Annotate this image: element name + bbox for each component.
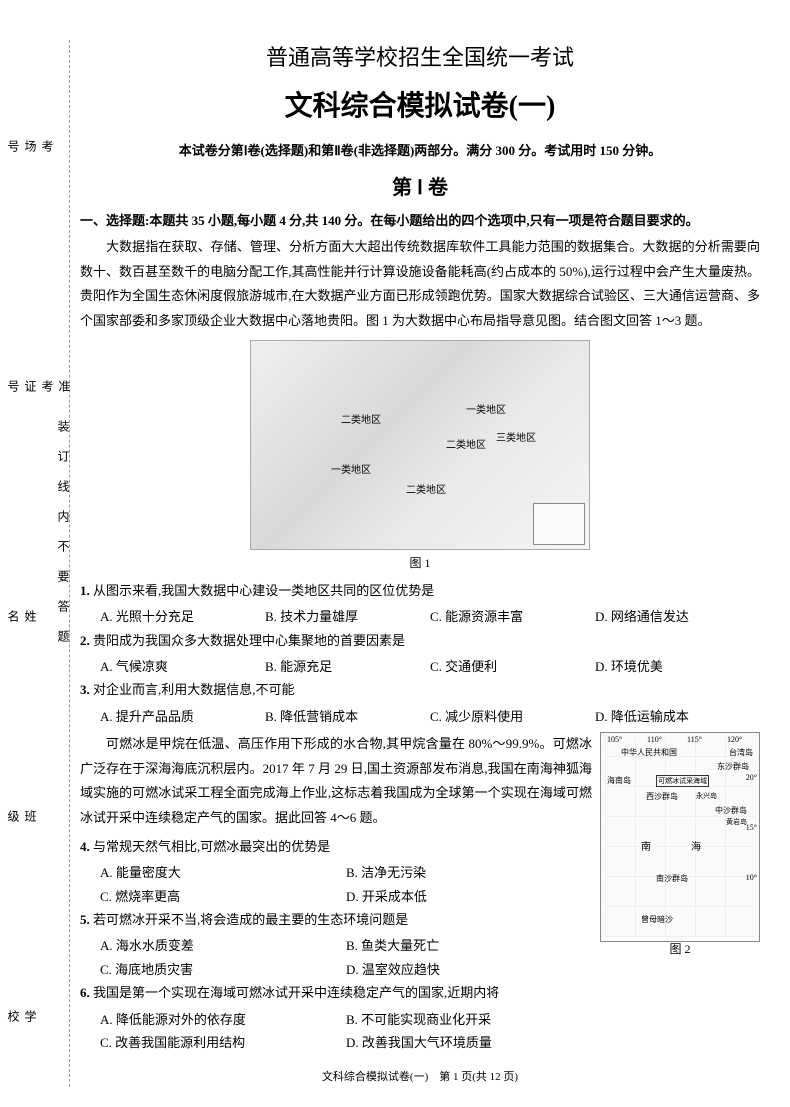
- passage-2: 可燃冰是甲烷在低温、高压作用下形成的水合物,其甲烷含量在 80%～99.9%。可…: [80, 732, 592, 831]
- map2-place: 南沙群岛: [656, 873, 688, 884]
- q4-opt-c: C. 燃烧率更高: [100, 885, 346, 908]
- q3-stem: 对企业而言,利用大数据信息,不可能: [93, 682, 295, 697]
- map2-lat: 15°: [746, 823, 757, 832]
- map2-place: 东沙群岛: [717, 761, 749, 772]
- map-label: 二类地区: [406, 481, 446, 496]
- map2-lon: 115°: [687, 735, 702, 744]
- q1-options: A. 光照十分充足 B. 技术力量雄厚 C. 能源资源丰富 D. 网络通信发达: [80, 605, 760, 628]
- q3-num: 3.: [80, 682, 90, 697]
- q6-opt-c: C. 改善我国能源利用结构: [100, 1031, 346, 1054]
- figure-2-map: 105° 110° 115° 120° 中华人民共和国 台湾岛 东沙群岛 海南岛…: [600, 732, 760, 942]
- q6-num: 6.: [80, 985, 90, 1000]
- map2-place: 西沙群岛: [646, 791, 678, 802]
- q1-opt-d: D. 网络通信发达: [595, 605, 760, 628]
- map2-place: 海南岛: [607, 775, 631, 786]
- q5-opt-d: D. 温室效应趋快: [346, 958, 592, 981]
- label-ticket: 准考证号: [5, 380, 73, 400]
- q1-opt-a: A. 光照十分充足: [100, 605, 265, 628]
- sub-title: 文科综合模拟试卷(一): [80, 84, 760, 124]
- exam-info: 本试卷分第Ⅰ卷(选择题)和第Ⅱ卷(非选择题)两部分。满分 300 分。考试用时 …: [80, 140, 760, 159]
- q2-opt-c: C. 交通便利: [430, 655, 595, 678]
- question-6: 6. 我国是第一个实现在海域可燃冰试开采中连续稳定产气的国家,近期内将: [80, 981, 592, 1004]
- map2-place: 可燃冰试采海域: [656, 775, 709, 787]
- q6-opt-d: D. 改善我国大气环境质量: [346, 1031, 592, 1054]
- q1-num: 1.: [80, 583, 90, 598]
- map2-place: 黄岩岛: [726, 817, 747, 827]
- q5-stem: 若可燃冰开采不当,将会造成的最主要的生态环境问题是: [93, 912, 408, 927]
- map2-lon: 105°: [607, 735, 622, 744]
- q5-opt-c: C. 海底地质灾害: [100, 958, 346, 981]
- volume-title: 第 Ⅰ 卷: [80, 171, 760, 200]
- q2-num: 2.: [80, 633, 90, 648]
- q6-opt-b: B. 不可能实现商业化开采: [346, 1008, 592, 1031]
- q3-opt-a: A. 提升产品品质: [100, 705, 265, 728]
- map2-place: 台湾岛: [729, 747, 753, 758]
- map-label: 三类地区: [496, 429, 536, 444]
- map-label: 二类地区: [341, 411, 381, 426]
- label-examroom: 考场号: [5, 140, 56, 160]
- question-2: 2. 贵阳成为我国众多大数据处理中心集聚地的首要因素是: [80, 629, 760, 652]
- q5-num: 5.: [80, 912, 90, 927]
- q3-opt-d: D. 降低运输成本: [595, 705, 760, 728]
- q4-stem: 与常规天然气相比,可燃冰最突出的优势是: [93, 839, 330, 854]
- passage-2-text: 可燃冰是甲烷在低温、高压作用下形成的水合物,其甲烷含量在 80%～99.9%。可…: [80, 732, 592, 1054]
- q4-opt-b: B. 洁净无污染: [346, 861, 592, 884]
- map-label: 一类地区: [331, 461, 371, 476]
- map2-place: 曾母暗沙: [641, 914, 673, 925]
- map-label: 二类地区: [446, 436, 486, 451]
- map2-place: 中华人民共和国: [621, 747, 677, 758]
- map2-place: 海: [691, 838, 701, 853]
- q4-opt-d: D. 开采成本低: [346, 885, 592, 908]
- q4-options: A. 能量密度大 B. 洁净无污染 C. 燃烧率更高 D. 开采成本低: [80, 861, 592, 908]
- q2-stem: 贵阳成为我国众多大数据处理中心集聚地的首要因素是: [93, 633, 405, 648]
- map2-lat: 20°: [746, 773, 757, 782]
- q1-opt-b: B. 技术力量雄厚: [265, 605, 430, 628]
- q2-opt-d: D. 环境优美: [595, 655, 760, 678]
- q2-opt-a: A. 气候凉爽: [100, 655, 265, 678]
- q3-opt-b: B. 降低营销成本: [265, 705, 430, 728]
- map2-lon: 110°: [647, 735, 662, 744]
- q6-stem: 我国是第一个实现在海域可燃冰试开采中连续稳定产气的国家,近期内将: [93, 985, 499, 1000]
- binding-warning: 装订线内不要答题: [55, 420, 72, 660]
- q6-options: A. 降低能源对外的依存度 B. 不可能实现商业化开采 C. 改善我国能源利用结…: [80, 1008, 592, 1055]
- figure-1-caption: 图 1: [80, 554, 760, 571]
- q5-opt-a: A. 海水水质变差: [100, 934, 346, 957]
- question-3: 3. 对企业而言,利用大数据信息,不可能: [80, 678, 760, 701]
- section-header: 一、选择题:本题共 35 小题,每小题 4 分,共 140 分。在每小题给出的四…: [80, 210, 760, 229]
- map-label: 一类地区: [466, 401, 506, 416]
- figure-2-caption: 图 2: [601, 940, 759, 957]
- q6-opt-a: A. 降低能源对外的依存度: [100, 1008, 346, 1031]
- main-title: 普通高等学校招生全国统一考试: [80, 40, 760, 72]
- map2-place: 中沙群岛: [715, 805, 747, 816]
- map2-place: 永兴岛: [696, 791, 717, 801]
- label-name: 姓名: [5, 610, 39, 630]
- q2-opt-b: B. 能源充足: [265, 655, 430, 678]
- q2-options: A. 气候凉爽 B. 能源充足 C. 交通便利 D. 环境优美: [80, 655, 760, 678]
- question-1: 1. 从图示来看,我国大数据中心建设一类地区共同的区位优势是: [80, 579, 760, 602]
- q5-opt-b: B. 鱼类大量死亡: [346, 934, 592, 957]
- label-school: 学校: [5, 1010, 39, 1030]
- map2-lon: 120°: [727, 735, 742, 744]
- page-footer: 文科综合模拟试卷(一) 第 1 页(共 12 页): [80, 1068, 760, 1084]
- question-5: 5. 若可燃冰开采不当,将会造成的最主要的生态环境问题是: [80, 908, 592, 931]
- map2-lat: 10°: [746, 873, 757, 882]
- q1-opt-c: C. 能源资源丰富: [430, 605, 595, 628]
- q1-stem: 从图示来看,我国大数据中心建设一类地区共同的区位优势是: [93, 583, 434, 598]
- q5-options: A. 海水水质变差 B. 鱼类大量死亡 C. 海底地质灾害 D. 温室效应趋快: [80, 934, 592, 981]
- q3-opt-c: C. 减少原料使用: [430, 705, 595, 728]
- q3-options: A. 提升产品品质 B. 降低营销成本 C. 减少原料使用 D. 降低运输成本: [80, 705, 760, 728]
- figure-1-map: 二类地区 一类地区 二类地区 三类地区 一类地区 二类地区: [250, 340, 590, 550]
- q4-num: 4.: [80, 839, 90, 854]
- label-class: 班级: [5, 810, 39, 830]
- question-4: 4. 与常规天然气相比,可燃冰最突出的优势是: [80, 835, 592, 858]
- page-content: 普通高等学校招生全国统一考试 文科综合模拟试卷(一) 本试卷分第Ⅰ卷(选择题)和…: [80, 40, 760, 1084]
- map2-place: 南: [641, 838, 651, 853]
- passage-1: 大数据指在获取、存储、管理、分析方面大大超出传统数据库软件工具能力范围的数据集合…: [80, 235, 760, 334]
- passage-2-block: 可燃冰是甲烷在低温、高压作用下形成的水合物,其甲烷含量在 80%～99.9%。可…: [80, 732, 760, 1054]
- q4-opt-a: A. 能量密度大: [100, 861, 346, 884]
